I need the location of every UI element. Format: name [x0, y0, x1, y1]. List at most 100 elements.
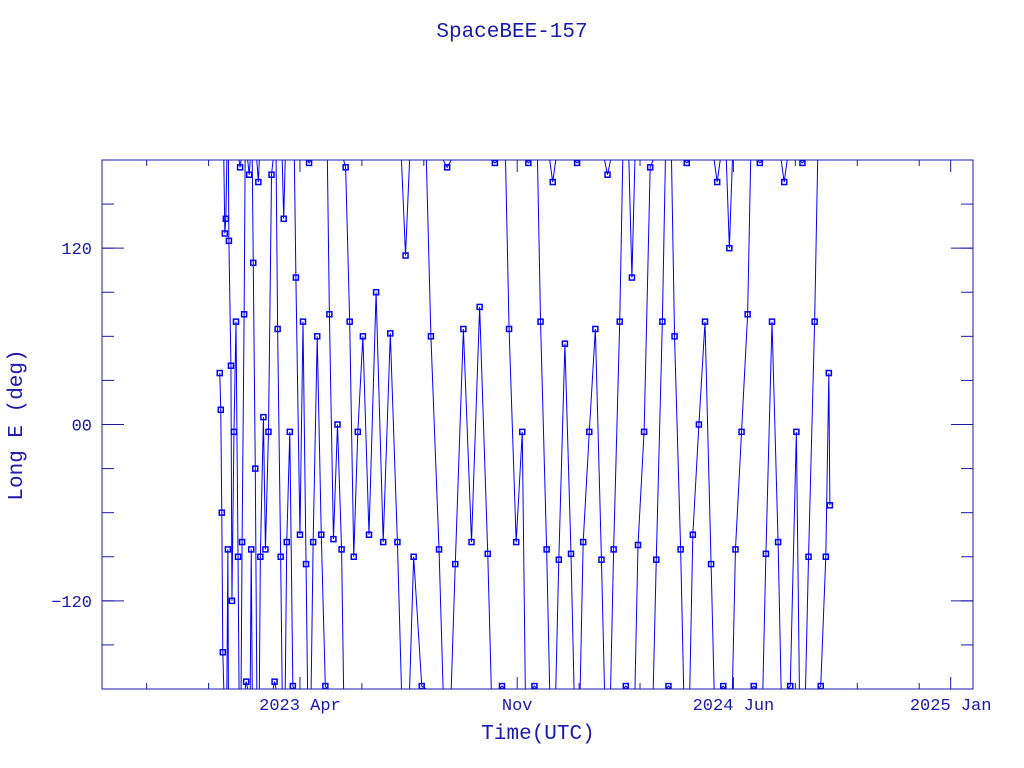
- data-point: [610, 546, 617, 553]
- data-point: [296, 531, 304, 538]
- data-point: [774, 538, 782, 546]
- data-point: [234, 553, 242, 560]
- data-point: [283, 538, 291, 546]
- data-point: [701, 318, 709, 325]
- data-point: [302, 560, 310, 568]
- data-point: [689, 531, 697, 538]
- data-point: [238, 538, 246, 546]
- data-point: [738, 428, 745, 436]
- data-point: [567, 550, 575, 558]
- data-point: [359, 333, 367, 340]
- data-point: [218, 509, 226, 516]
- data-point: [260, 413, 267, 421]
- data-point: [460, 325, 467, 333]
- data-point: [225, 237, 233, 245]
- data-point: [726, 244, 733, 252]
- chart-title: SpaceBEE-157: [436, 21, 587, 44]
- x-axis-label: Time(UTC): [481, 723, 594, 746]
- data-point: [274, 325, 281, 333]
- data-point: [334, 421, 341, 428]
- data-point: [292, 274, 300, 281]
- data-point: [342, 164, 349, 171]
- data-point: [811, 318, 818, 325]
- data-point: [713, 178, 721, 186]
- data-point: [240, 311, 248, 318]
- y-tick-label: 00: [72, 418, 92, 437]
- data-point: [452, 560, 459, 568]
- data-point: [640, 428, 648, 436]
- data-point: [387, 330, 394, 337]
- data-point: [555, 556, 563, 563]
- data-point: [265, 428, 272, 436]
- data-point: [537, 318, 544, 325]
- data-point: [604, 171, 611, 178]
- data-point: [793, 428, 800, 436]
- data-point: [707, 560, 715, 568]
- data-point: [228, 597, 236, 605]
- data-point: [224, 546, 232, 553]
- data-point: [505, 325, 513, 333]
- data-point: [271, 678, 278, 685]
- data-point: [825, 369, 833, 377]
- plot-frame: [101, 159, 974, 690]
- data-point: [250, 259, 257, 267]
- data-point: [826, 502, 834, 509]
- data-point: [695, 421, 703, 428]
- data-point: [242, 678, 250, 685]
- data-point: [221, 230, 229, 237]
- data-point: [732, 546, 739, 553]
- data-point: [653, 556, 660, 563]
- data-point: [586, 428, 593, 436]
- y-tick-label: −120: [51, 594, 92, 613]
- plot-area: [216, 160, 834, 689]
- data-point: [579, 538, 587, 546]
- data-point: [346, 318, 353, 325]
- data-point: [805, 553, 812, 560]
- data-point: [512, 538, 520, 546]
- data-point: [330, 535, 337, 543]
- data-point: [543, 546, 550, 553]
- data-point: [227, 362, 235, 369]
- data-point: [762, 550, 770, 558]
- data-point: [350, 553, 358, 560]
- data-point: [262, 546, 269, 553]
- data-point: [222, 215, 230, 223]
- data-point: [338, 546, 345, 553]
- data-point: [628, 274, 636, 281]
- data-point: [326, 311, 333, 318]
- data-point: [476, 303, 483, 311]
- y-axis-label: Long E (deg): [6, 349, 29, 500]
- data-point: [427, 333, 435, 340]
- data-point: [277, 553, 284, 560]
- data-point: [318, 531, 325, 538]
- data-point: [257, 553, 264, 560]
- data-point: [744, 311, 751, 318]
- data-point: [247, 546, 255, 553]
- y-tick-label: 120: [61, 241, 92, 260]
- data-point: [219, 649, 227, 656]
- data-point: [309, 538, 317, 546]
- x-tick-label: 2023 Apr: [259, 697, 341, 716]
- data-point: [519, 428, 526, 436]
- x-tick-label: 2025 Jan: [910, 697, 992, 716]
- data-point: [646, 164, 654, 171]
- data-point: [780, 178, 788, 186]
- data-point: [598, 556, 605, 563]
- series-group: [216, 160, 834, 689]
- data-point: [402, 252, 409, 259]
- data-point: [410, 553, 417, 560]
- data-point: [255, 178, 262, 186]
- data-point: [313, 333, 321, 340]
- data-point: [286, 428, 294, 436]
- data-point: [394, 538, 401, 546]
- data-point: [468, 538, 475, 546]
- data-point: [561, 340, 569, 347]
- data-point: [245, 171, 253, 178]
- data-point: [354, 428, 362, 436]
- data-point: [822, 553, 830, 560]
- data-point: [592, 325, 599, 333]
- data-point: [216, 369, 224, 377]
- data-point: [435, 546, 443, 553]
- data-point: [299, 318, 307, 325]
